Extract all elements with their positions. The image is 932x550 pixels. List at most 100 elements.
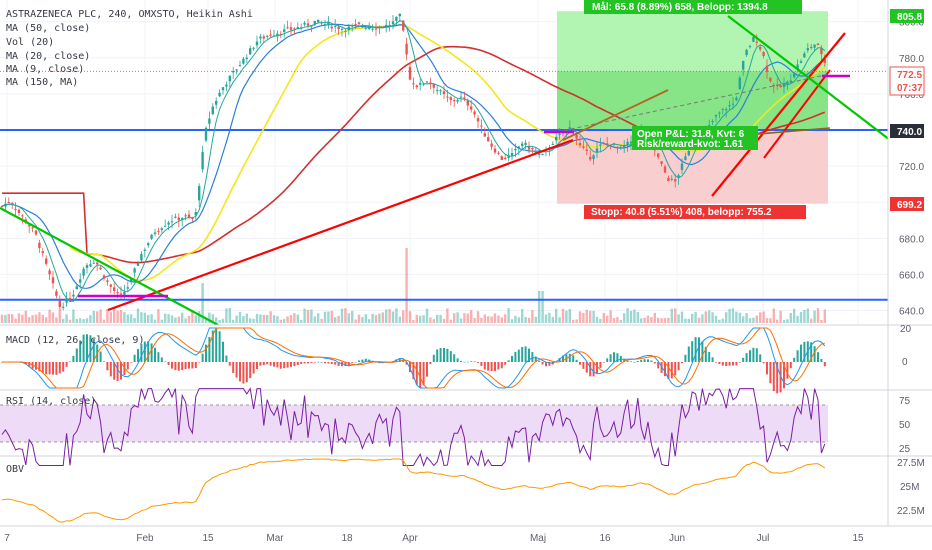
trendline-green-right[interactable] [727,15,890,140]
volume-bar [470,310,473,323]
volume-bar [283,318,286,323]
macd-bar [324,362,326,364]
volume-bar [674,308,677,323]
candle-body [266,35,269,37]
volume-bar [439,315,442,323]
volume-bar [653,312,656,323]
candle-body [334,26,337,28]
macd-bar [72,355,75,362]
trendline-brown-up[interactable] [562,89,669,141]
trendline-green-left[interactable] [0,207,219,325]
volume-bar [170,315,174,323]
macd-bar [667,362,670,379]
volume-bar [225,308,228,323]
candle-body [786,81,789,85]
macd-bar [62,362,65,372]
candle-body [130,278,133,282]
candle-body [58,300,61,307]
macd-bar [79,340,82,362]
candle-body [799,61,803,63]
price-pane[interactable] [0,0,890,526]
macd-bar [657,362,660,369]
legend-ma150[interactable]: MA (150, MA) [6,77,78,88]
candle-body [79,279,82,283]
candle-body [660,161,663,164]
candle-body [85,265,89,268]
macd-pane[interactable]: MACD (12, 26, close, 9) 20 0 [1,324,912,394]
candle-body [75,286,78,290]
candle-body [439,90,442,92]
volume-bar [541,291,544,323]
macd-bar [290,362,292,367]
candle-body [218,92,221,97]
volume-bar [687,318,690,323]
volume-bar [521,309,524,323]
volume-bar [140,312,143,323]
volume-bar [650,317,653,323]
candle-body [667,177,670,182]
volume-bar [119,310,123,323]
legend-vol[interactable]: Vol (20) [6,37,54,48]
macd-bar [715,362,717,363]
volume-bar [160,319,163,323]
macd-bar [449,351,452,362]
volume-bar [177,316,180,323]
macd-bar [279,362,282,369]
legend-ma9[interactable]: MA (9, close) [6,64,84,75]
macd-bar [412,362,415,380]
candle-body [670,178,673,180]
candle-body [415,85,418,88]
legend-ma50[interactable]: MA (50, close) [6,23,90,34]
candle-body [589,156,592,160]
macd-bar [759,354,762,362]
candle-body [527,146,531,150]
macd-bar [422,362,425,386]
volume-bar [786,319,789,323]
time-tick-mar: Mar [266,533,284,544]
macd-bar [738,362,741,363]
volume-bar [456,312,459,323]
macd-bar [286,362,289,368]
volume-bar [619,319,622,323]
candle-body [221,87,225,91]
volume-bar [432,319,435,323]
volume-bar [85,318,89,323]
candle-body [789,80,792,83]
candle-body [317,19,320,23]
price-tag-last: 772.5 [897,70,922,81]
trendline-brown-low[interactable] [757,127,831,135]
macd-bar [256,362,258,370]
candle-body [388,24,391,27]
candle-body [109,284,112,287]
macd-bar [405,362,408,365]
candle-body [425,81,429,83]
volume-bar [701,314,704,323]
volume-bar [262,314,265,323]
volume-bar [232,319,235,323]
volume-bar [317,313,320,323]
candle-body [374,28,378,30]
time-axis[interactable]: 7 Feb 15 Mar 18 Apr Maj 16 Jun Jul 15 [4,533,864,544]
rsi-pane[interactable]: RSI (14, close) 75 50 25 [0,387,911,467]
volume-bar [425,308,429,323]
macd-bar [558,358,561,362]
macd-bar [99,351,102,362]
obv-pane[interactable]: OBV 27.5M 25M 22.5M [1,458,925,523]
legend-ma20[interactable]: MA (20, close) [6,51,90,62]
obv-axis-22-5m: 22.5M [897,506,925,517]
target-label: Mål: 65.8 (8.89%) 658, Belopp: 1394.8 [592,1,768,13]
trendline-red-main[interactable] [107,138,574,312]
macd-bar [344,362,347,367]
volume-bar [289,315,293,323]
volume-bar [395,308,398,323]
candle-body [102,275,106,279]
macd-bar [636,361,639,362]
candle-body [429,82,432,84]
trendline-red-steep[interactable] [711,32,846,197]
macd-bar [133,354,136,362]
macd-bar [242,362,245,384]
time-tick-jul: Jul [757,533,770,544]
macd-bar [681,362,683,364]
candle-body [215,101,218,105]
